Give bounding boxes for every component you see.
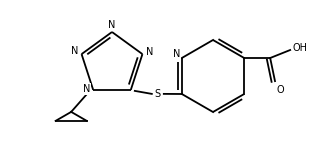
- Text: N: N: [146, 47, 153, 57]
- Text: N: N: [82, 84, 90, 94]
- Text: N: N: [108, 20, 116, 30]
- Text: OH: OH: [293, 43, 308, 53]
- Text: N: N: [71, 46, 78, 56]
- Text: N: N: [173, 49, 181, 59]
- Text: S: S: [155, 89, 161, 99]
- Text: O: O: [276, 85, 284, 95]
